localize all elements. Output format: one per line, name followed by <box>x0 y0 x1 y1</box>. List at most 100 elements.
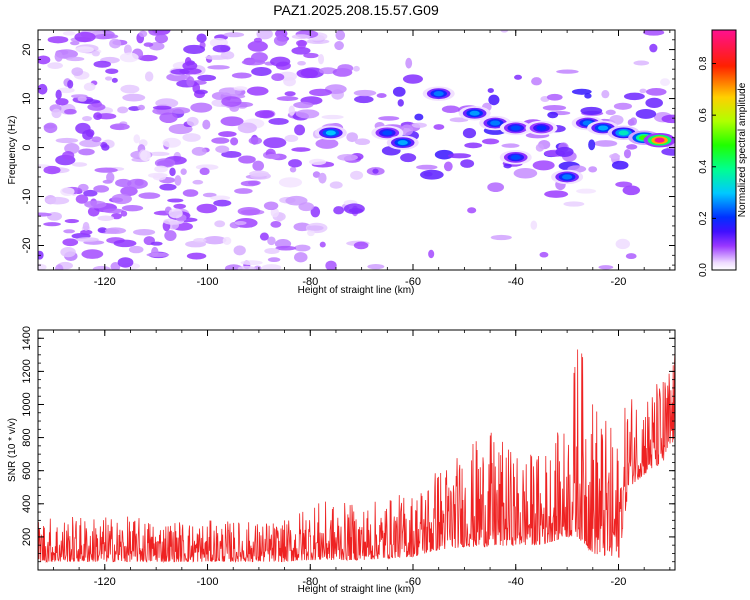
spectrogram-cell <box>405 57 413 69</box>
spectrogram-cell <box>310 206 321 218</box>
spectrogram-cell <box>51 108 62 119</box>
snr-x-tick-label: -40 <box>508 576 524 588</box>
spectrogram-cell <box>535 143 545 152</box>
spectrogram-cell <box>233 86 248 91</box>
spectrogram-cell <box>62 238 79 247</box>
spectrogram-y-axis-label: Frequency (Hz) <box>7 116 18 185</box>
spectrogram-cell <box>81 115 93 122</box>
spectrogram-cell <box>60 246 76 258</box>
spectrogram-cell <box>594 140 618 147</box>
snr-x-tick-label: -60 <box>405 576 421 588</box>
spectrogram-x-tick-label: -120 <box>94 276 116 288</box>
spectrogram-cell <box>94 167 118 173</box>
spectrogram-cell <box>490 234 512 241</box>
spectrogram-y-ticks: -20 -10 0 10 20 <box>21 29 675 266</box>
spectrogram-cell <box>329 181 343 189</box>
spectrogram-cell <box>487 182 505 192</box>
spectrogram-cell <box>240 180 260 187</box>
spectrogram-cell <box>353 65 360 72</box>
spectrogram-cell <box>288 159 302 168</box>
spectrogram-cell <box>137 104 145 111</box>
spectrogram-cell <box>38 55 51 65</box>
spectrogram-cell <box>38 83 48 95</box>
spectrogram-cell <box>104 227 127 234</box>
spectrogram-cell <box>71 162 88 167</box>
spectrogram-cell <box>270 207 280 218</box>
spectrogram-marks <box>38 30 675 270</box>
spectrogram-x-tick-label: -20 <box>611 276 627 288</box>
spectrogram-cell <box>162 137 181 148</box>
spectrogram-cell <box>467 207 477 214</box>
spectrogram-cell <box>78 148 95 156</box>
spectrogram-cell <box>159 112 178 124</box>
spectrogram-cell <box>234 188 253 194</box>
spectrogram-cell <box>588 166 598 173</box>
snr-frame <box>37 329 676 571</box>
spectrogram-cell <box>234 221 247 226</box>
spectrogram-cell <box>93 185 110 193</box>
spectrogram-y-tick-label: 20 <box>21 43 33 55</box>
spectrogram-cell <box>615 181 633 188</box>
spectrogram-cell <box>75 46 94 53</box>
spectrogram-cell <box>183 44 206 54</box>
spectrogram-cell <box>291 147 311 152</box>
spectrogram-cell <box>263 137 287 149</box>
snr-x-tick-label: -100 <box>197 576 219 588</box>
snr-x-tick-label: -20 <box>611 576 627 588</box>
spectrogram-cell <box>335 30 346 41</box>
snr-y-tick-label: 1200 <box>21 359 33 383</box>
spectrogram-cell <box>80 229 93 235</box>
spectrogram-cell <box>337 154 359 161</box>
spectrogram-cell <box>117 257 134 268</box>
spectrogram-cell <box>154 33 168 44</box>
spectrogram-cell <box>660 78 671 87</box>
spectrogram-cell <box>270 221 282 228</box>
spectrogram-cell <box>252 160 265 172</box>
spectrogram-x-axis-label: Height of straight line (km) <box>298 285 415 296</box>
spectrogram-cell <box>110 262 121 270</box>
spectrogram-cell <box>94 33 119 39</box>
spectrogram-cell <box>626 144 638 150</box>
spectrogram-peak <box>536 125 547 131</box>
spectrogram-cell <box>75 194 89 204</box>
snr-y-tick-label: 200 <box>21 528 33 546</box>
snr-y-tick-label: 1400 <box>21 326 33 350</box>
spectrogram-cell <box>54 51 63 62</box>
spectrogram-cell <box>350 170 364 180</box>
spectrogram-cell <box>152 173 166 181</box>
spectrogram-cell <box>197 74 217 82</box>
spectrogram-cell <box>60 187 75 197</box>
spectrogram-cell <box>378 116 400 121</box>
snr-plot: -120 -100 -80 -60 -40 -20 200 400 600 800 1000 120… <box>7 326 676 595</box>
spectrogram-cell <box>609 153 621 160</box>
spectrogram-peak <box>397 140 408 146</box>
spectrogram-cell <box>199 167 210 176</box>
spectrogram-cell <box>251 67 272 76</box>
spectrogram-cell <box>267 257 281 263</box>
colorbar-tick-label: 0.6 <box>698 108 709 122</box>
spectrogram-cell <box>288 105 296 116</box>
spectrogram-cell <box>140 150 151 162</box>
spectrogram-cell <box>303 52 319 59</box>
spectrogram-cell <box>97 215 115 221</box>
spectrogram-cell <box>128 245 144 254</box>
spectrogram-cell <box>182 133 201 142</box>
spectrogram-cell <box>376 93 387 99</box>
spectrogram-cell <box>55 264 64 270</box>
spectrogram-cell <box>441 105 460 113</box>
colorbar-tick-label: 0.4 <box>698 159 709 173</box>
spectrogram-cell <box>306 225 324 231</box>
spectrogram-cell <box>298 202 315 212</box>
spectrogram-cell <box>547 111 559 119</box>
spectrogram-cell <box>318 53 325 65</box>
spectrogram-cell <box>333 206 345 215</box>
spectrogram-peak <box>382 130 393 136</box>
spectrogram-cell <box>613 102 633 110</box>
spectrogram-cell <box>190 102 213 113</box>
spectrogram-cell <box>639 88 647 94</box>
spectrogram-cell <box>294 244 311 252</box>
spectrogram-peak <box>433 91 444 97</box>
spectrogram-x-tick-label: -60 <box>405 276 421 288</box>
spectrogram-cell <box>233 245 246 256</box>
spectrogram-cell <box>353 89 377 97</box>
